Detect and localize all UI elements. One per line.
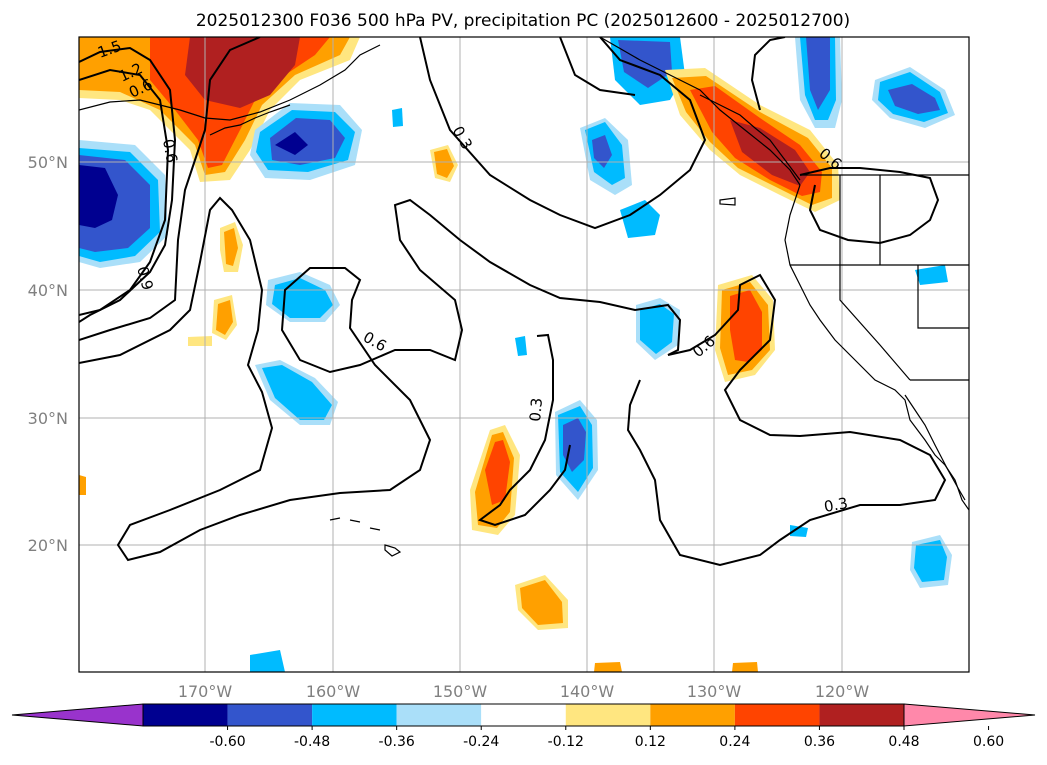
- pv-contour-4: [79, 196, 682, 562]
- colorbar-segment: [143, 704, 228, 726]
- pos-anomaly-south-core: [520, 580, 563, 625]
- colorbar-tick-label: -0.36: [379, 734, 415, 750]
- colorbar-tick-label: 0.12: [635, 734, 666, 750]
- neg-anomaly-goa-1-core: [618, 40, 672, 88]
- alaska-coast: [79, 44, 381, 121]
- lon-tick-label: 130°W: [687, 682, 742, 701]
- colorbar-tick-label: 0.36: [804, 734, 835, 750]
- colorbar-segment: [227, 704, 313, 726]
- colorbar-segment: [819, 704, 904, 726]
- colorbar-extend-min: [11, 703, 144, 727]
- southeast-alaska: [599, 37, 801, 186]
- colorbar-extend-max: [903, 703, 1036, 727]
- neg-anomaly-small-4: [790, 525, 808, 537]
- pv-contour-1: [79, 46, 177, 323]
- lon-tick-label: 120°W: [815, 682, 870, 701]
- colorbar-segment: [565, 704, 651, 726]
- pv-contour-6: [559, 37, 636, 96]
- baja: [904, 394, 966, 501]
- contour-label: 0.3: [823, 494, 850, 516]
- lat-tick-label: 20°N: [28, 536, 68, 555]
- pos-anomaly-small-5: [732, 662, 758, 672]
- colorbar-tick-label: 0.48: [888, 734, 919, 750]
- pos-anomaly-mid-2-core: [216, 300, 233, 335]
- map-content: 1.5 1.2 0.6 0.6 0.3 0.9 0.6 0.3 0.6 0.6 …: [79, 37, 969, 672]
- pv-contour-2: [79, 68, 170, 316]
- pos-anomaly-small-1-core: [434, 149, 454, 178]
- pos-anomaly-nw-core: [185, 37, 300, 108]
- colorbar-outline: [142, 703, 905, 727]
- bc-coast: [699, 94, 801, 181]
- coastlines: [79, 37, 969, 557]
- neg-anomaly-alberta-core: [888, 84, 940, 114]
- pos-anomaly-mid-1-core: [224, 228, 238, 266]
- colorbar-segment: [396, 704, 482, 726]
- pv-contour-3: [79, 37, 261, 341]
- colorbar-tick-label: 0.24: [719, 734, 750, 750]
- lat-tick-label: 40°N: [28, 281, 68, 300]
- contour-label: 0.9: [133, 264, 157, 292]
- hawaii: [329, 517, 402, 557]
- state-border-4: [917, 265, 969, 329]
- colorbar-tick-label: -0.48: [294, 734, 330, 750]
- colorbar-segment: [650, 704, 735, 726]
- colorbar-tick-label: -0.60: [209, 734, 245, 750]
- lon-tick-label: 150°W: [433, 682, 488, 701]
- neg-anomaly-npac-high: [270, 118, 345, 165]
- pv-contour-8: [626, 273, 947, 567]
- figure-title: 2025012300 F036 500 hPa PV, precipitatio…: [196, 11, 850, 31]
- graticule: [79, 37, 969, 672]
- neg-anomaly-goa-2-core: [592, 135, 612, 168]
- neg-anomaly-mid-4-core: [563, 418, 586, 472]
- neg-anomaly-small-1: [392, 108, 403, 127]
- lat-axis: 50°N 40°N 30°N 20°N: [28, 153, 68, 555]
- pv-contour-5: [419, 37, 707, 230]
- pos-anomaly-mid-4-core: [485, 440, 510, 505]
- pv-contour-7: [750, 37, 786, 111]
- lon-axis: 170°W 160°W 150°W 140°W 130°W 120°W: [178, 682, 870, 701]
- neg-anomaly-small-2: [515, 336, 527, 356]
- lon-tick-label: 140°W: [560, 682, 615, 701]
- pv-contours: [79, 37, 947, 567]
- lon-tick-label: 160°W: [306, 682, 361, 701]
- neg-anomaly-mexico-core: [914, 540, 947, 582]
- pos-anomaly-small-3: [79, 475, 86, 495]
- pos-anomaly-small-4: [594, 662, 622, 672]
- colorbar: -0.60 -0.48 -0.36 -0.24 -0.12 0.12 0.24 0.36 0.4…: [11, 703, 1036, 750]
- ca-nv-border: [839, 265, 911, 381]
- colorbar-tick-label: -0.12: [548, 734, 584, 750]
- west-coast: [784, 184, 969, 511]
- neg-anomaly-small-3: [250, 650, 285, 672]
- vancouver-island: [719, 197, 736, 206]
- colorbar-segment: [734, 704, 820, 726]
- neg-anomaly-npac-core: [275, 132, 308, 155]
- neg-anomaly-bc-core: [806, 37, 830, 110]
- colorbar-tick-label: 0.60: [973, 734, 1004, 750]
- neg-anomaly-mid-2-core: [262, 365, 332, 420]
- neg-anomaly-mid-3-core: [640, 304, 674, 354]
- colorbar-segment: [312, 704, 397, 726]
- pv-contour-9: [477, 333, 571, 527]
- aleutians: [209, 104, 291, 136]
- precip-shading: [79, 37, 955, 672]
- lon-tick-label: 170°W: [178, 682, 233, 701]
- lat-tick-label: 30°N: [28, 409, 68, 428]
- contour-label: 0.3: [526, 397, 546, 422]
- neg-anomaly-ca: [915, 265, 948, 285]
- map-frame: [78, 36, 970, 673]
- pos-anomaly-small-2: [188, 336, 212, 346]
- lat-tick-label: 50°N: [28, 153, 68, 172]
- neg-anomaly-west-core: [79, 165, 118, 228]
- contour-label: 0.6: [159, 138, 181, 165]
- neg-anomaly-goa-3: [620, 200, 660, 238]
- colorbar-tick-label: -0.24: [463, 734, 499, 750]
- colorbar-segment: [481, 704, 566, 726]
- pv-contour-10: [799, 167, 940, 245]
